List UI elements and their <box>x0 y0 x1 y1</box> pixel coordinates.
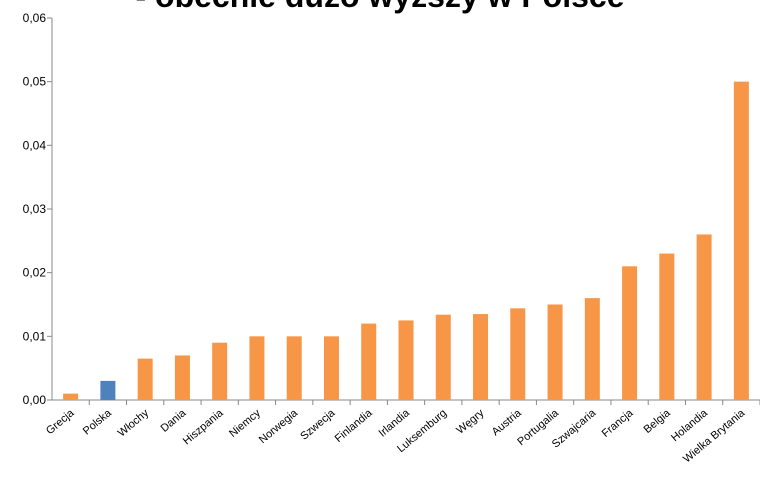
bar-polska <box>100 380 116 400</box>
y-tick-label: 0,06 <box>23 11 47 25</box>
x-tick-label: Włochy <box>116 407 152 440</box>
bar-grecja <box>63 393 79 400</box>
x-tick-label: Szwecja <box>298 407 338 443</box>
x-tick-label: Polska <box>81 407 115 438</box>
bar-norwegia <box>286 336 302 400</box>
x-tick-label: Grecja <box>44 407 77 438</box>
x-tick-label: Finlandia <box>333 407 376 445</box>
bar-dania <box>174 355 190 400</box>
x-tick-label: Hiszpania <box>181 407 226 448</box>
x-tick-label: Dania <box>159 407 189 435</box>
x-tick-label: Norwegia <box>257 407 301 447</box>
bar-węgry <box>473 314 489 400</box>
bar-belgia <box>659 253 675 400</box>
bar-luksemburg <box>435 314 451 400</box>
bar-irlandia <box>398 320 414 400</box>
x-tick-label: Francja <box>600 407 636 440</box>
y-tick-label: 0,04 <box>23 138 47 152</box>
y-tick-label: 0,05 <box>23 75 47 89</box>
bar-wielka-brytania <box>733 81 749 401</box>
bar-szwecja <box>323 336 339 400</box>
bar-portugalia <box>547 304 563 400</box>
bar-hiszpania <box>212 342 228 400</box>
bar-niemcy <box>249 336 265 400</box>
bar-holandia <box>696 234 712 400</box>
y-tick-label: 0,00 <box>23 393 47 407</box>
bar-austria <box>510 308 526 400</box>
x-tick-label: Austria <box>490 407 525 439</box>
x-tick-label: Węgry <box>454 407 486 437</box>
x-tick-label: Belgia <box>642 407 674 436</box>
y-tick-label: 0,03 <box>23 202 47 216</box>
bar-włochy <box>137 358 153 400</box>
bar-finlandia <box>361 323 377 400</box>
chart-title: - obecnie dużo wyższy w Polsce <box>0 0 760 15</box>
bar-szwajcaria <box>584 298 600 400</box>
y-tick-label: 0,02 <box>23 266 47 280</box>
y-tick-label: 0,01 <box>23 329 47 343</box>
bar-francja <box>622 266 638 400</box>
x-tick-label: Irlandia <box>377 407 413 440</box>
